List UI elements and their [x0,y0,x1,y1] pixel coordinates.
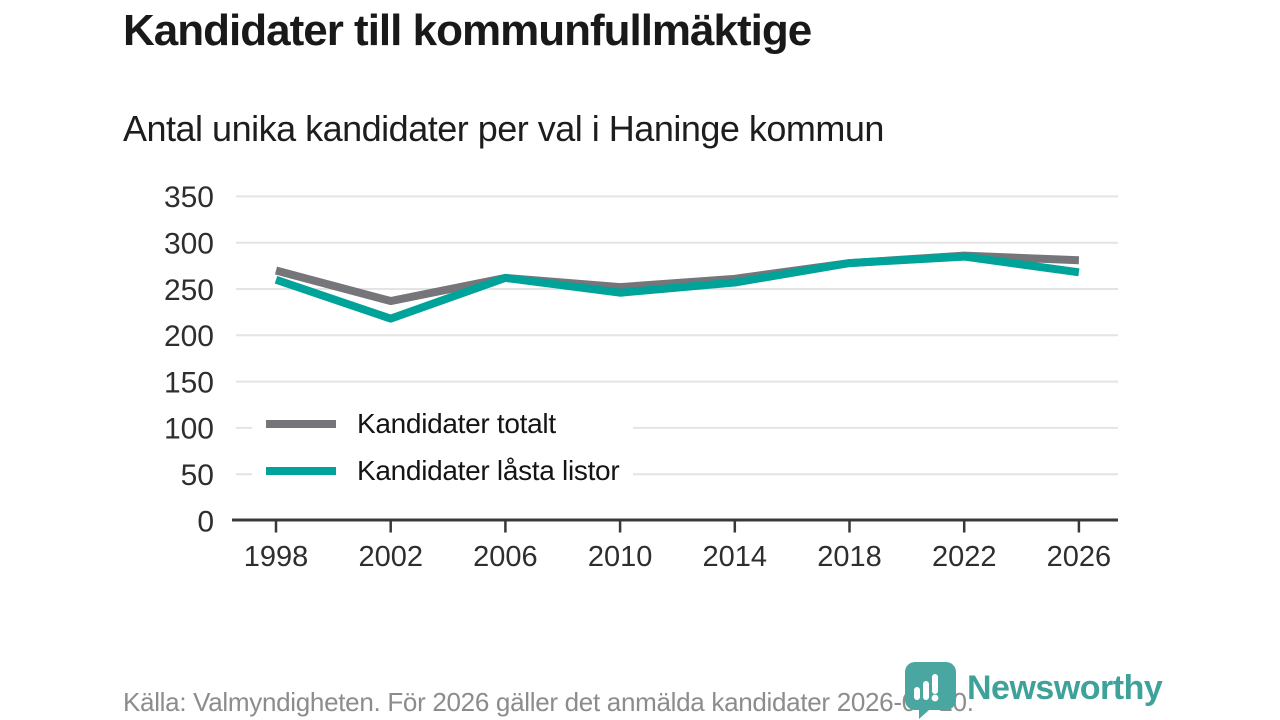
x-tick-label-2002: 2002 [358,541,423,573]
legend-label-locked: Kandidater låsta listor [357,454,620,486]
y-tick-label-350: 350 [164,181,214,214]
x-tick-label-2022: 2022 [932,541,997,573]
legend-swatch-locked [266,466,336,475]
y-tick-label-100: 100 [164,413,214,446]
x-tick-label-2018: 2018 [817,541,882,573]
x-tick-label-2026: 2026 [1047,541,1112,573]
y-tick-label-200: 200 [164,320,214,353]
newsworthy-logo: Newsworthy [903,660,1163,720]
newsworthy-logo-text: Newsworthy [967,669,1163,707]
x-tick-label-2014: 2014 [703,541,768,573]
y-tick-label-50: 50 [181,459,214,492]
series-line-0 [274,251,1080,306]
x-tick-label-2006: 2006 [473,541,538,573]
source-note: Källa: Valmyndigheten. För 2026 gäller d… [123,687,974,717]
newsworthy-logo-icon [905,662,956,719]
y-tick-label-300: 300 [164,228,214,261]
chart-subtitle: Antal unika kandidater per val i Haninge… [123,108,884,149]
chart-legend: Kandidater totalt Kandidater låsta listo… [252,398,634,496]
legend-label-total: Kandidater totalt [357,407,556,439]
y-tick-label-150: 150 [164,366,214,399]
legend-item-total: Kandidater totalt [266,400,619,447]
legend-swatch-total [266,419,336,428]
y-tick-label-0: 0 [197,505,214,538]
legend-item-locked: Kandidater låsta listor [266,447,620,494]
chart-title: Kandidater till kommunfullmäktige [123,6,812,55]
x-tick-label-2010: 2010 [588,541,653,573]
y-tick-label-250: 250 [164,274,214,307]
line-chart: 0 50 100 150 200 250 300 350 1998 2002 2006 2010 201… [164,181,1118,573]
x-tick-label-1998: 1998 [244,541,309,573]
series-line-1 [274,252,1080,323]
